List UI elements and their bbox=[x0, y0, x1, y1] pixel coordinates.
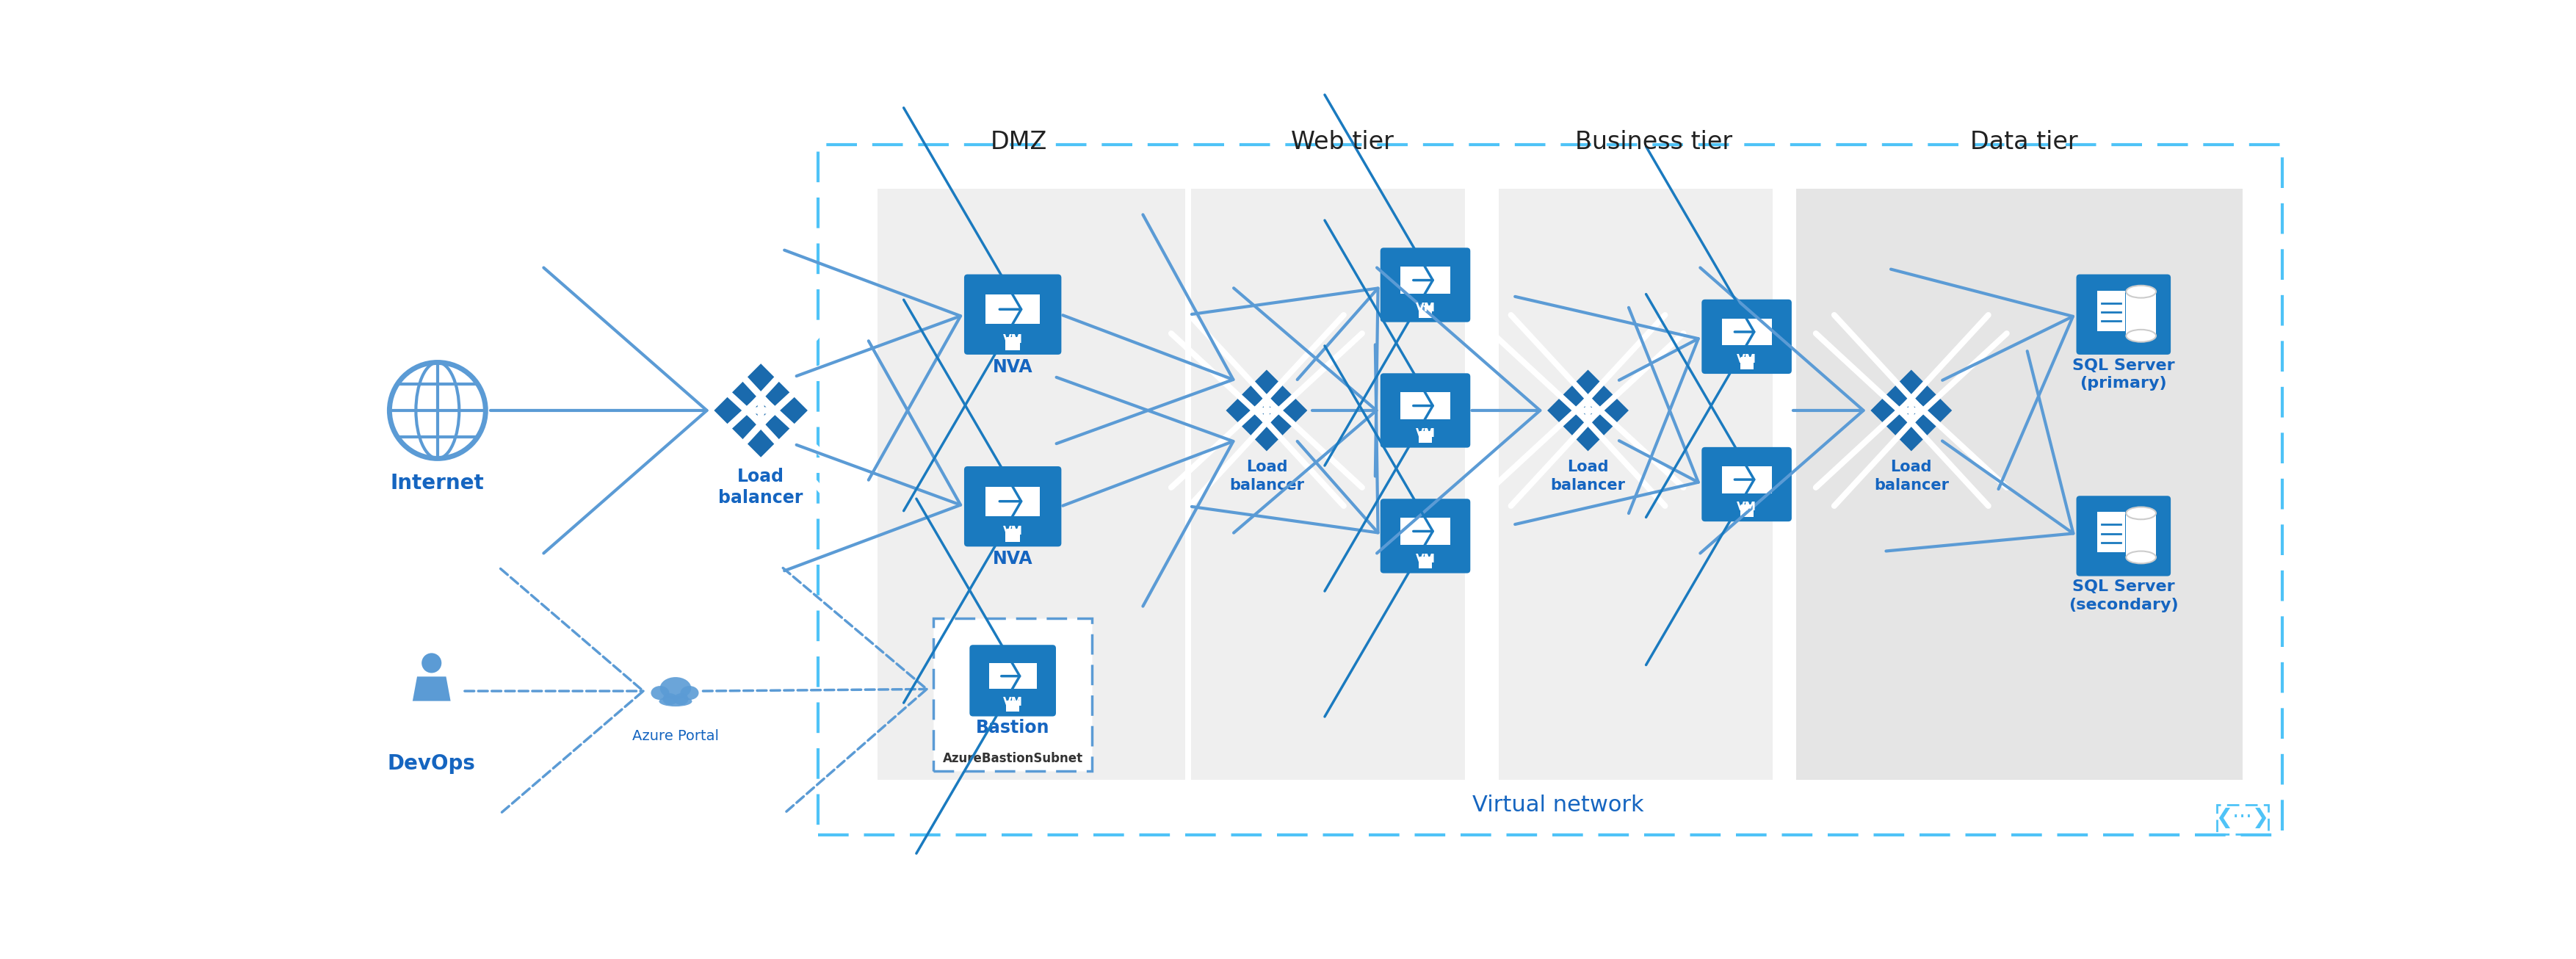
Bar bbox=[1721, 318, 1772, 345]
FancyBboxPatch shape bbox=[2076, 496, 2172, 576]
Bar bbox=[1401, 518, 1450, 545]
Text: Internet: Internet bbox=[392, 473, 484, 493]
Polygon shape bbox=[1584, 414, 1592, 424]
Text: NVA: NVA bbox=[992, 550, 1033, 568]
Circle shape bbox=[1584, 407, 1592, 414]
Ellipse shape bbox=[659, 677, 690, 699]
Text: VM: VM bbox=[1414, 302, 1435, 314]
Bar bbox=[1401, 392, 1450, 419]
Text: SQL Server
(secondary): SQL Server (secondary) bbox=[2069, 579, 2179, 613]
Text: AzureBastionSubnet: AzureBastionSubnet bbox=[943, 752, 1082, 765]
Polygon shape bbox=[757, 415, 765, 426]
FancyBboxPatch shape bbox=[963, 274, 1061, 355]
Text: VM: VM bbox=[1002, 697, 1023, 708]
Text: Load
balancer: Load balancer bbox=[719, 467, 804, 507]
Text: Bastion: Bastion bbox=[976, 718, 1048, 737]
Text: Virtual network: Virtual network bbox=[1473, 794, 1643, 816]
Text: DevOps: DevOps bbox=[386, 753, 477, 774]
Bar bbox=[1419, 431, 1432, 443]
Bar bbox=[1190, 189, 1466, 780]
Bar bbox=[987, 294, 1041, 324]
FancyBboxPatch shape bbox=[1381, 247, 1471, 322]
FancyBboxPatch shape bbox=[969, 644, 1056, 716]
Bar bbox=[1795, 189, 2244, 780]
Polygon shape bbox=[412, 677, 451, 701]
Bar bbox=[878, 189, 1185, 780]
FancyBboxPatch shape bbox=[2076, 274, 2172, 355]
Text: ❮···❯: ❮···❯ bbox=[2215, 807, 2269, 829]
Bar bbox=[987, 486, 1041, 516]
Bar bbox=[933, 619, 1092, 771]
Bar bbox=[1401, 267, 1450, 293]
FancyBboxPatch shape bbox=[963, 466, 1061, 547]
Bar bbox=[2218, 805, 2267, 834]
Ellipse shape bbox=[2125, 286, 2156, 298]
Ellipse shape bbox=[2125, 507, 2156, 520]
FancyBboxPatch shape bbox=[1381, 373, 1471, 448]
Polygon shape bbox=[714, 363, 809, 457]
Ellipse shape bbox=[680, 686, 698, 700]
FancyBboxPatch shape bbox=[1381, 499, 1471, 573]
Ellipse shape bbox=[659, 696, 693, 707]
Polygon shape bbox=[1226, 370, 1309, 451]
Circle shape bbox=[757, 406, 765, 415]
Text: VM: VM bbox=[1736, 354, 1757, 365]
Text: DMZ: DMZ bbox=[989, 130, 1046, 154]
Text: VM: VM bbox=[1414, 553, 1435, 565]
FancyBboxPatch shape bbox=[1703, 447, 1793, 522]
Circle shape bbox=[1906, 407, 1917, 414]
Bar bbox=[1739, 357, 1754, 369]
Bar bbox=[1739, 504, 1754, 517]
Text: Business tier: Business tier bbox=[1574, 130, 1731, 154]
Polygon shape bbox=[1870, 370, 1953, 451]
Bar bbox=[1499, 189, 1772, 780]
Text: VM: VM bbox=[1002, 334, 1023, 345]
Bar bbox=[819, 145, 2282, 835]
Text: VM: VM bbox=[1414, 428, 1435, 439]
Bar bbox=[2097, 512, 2125, 552]
Bar bbox=[1007, 700, 1020, 712]
Bar bbox=[1721, 466, 1772, 493]
Circle shape bbox=[422, 653, 440, 673]
Text: NVA: NVA bbox=[992, 358, 1033, 376]
FancyBboxPatch shape bbox=[1703, 299, 1793, 374]
Ellipse shape bbox=[675, 693, 688, 705]
Ellipse shape bbox=[652, 686, 670, 700]
Polygon shape bbox=[1265, 414, 1270, 424]
Text: Data tier: Data tier bbox=[1971, 130, 2079, 154]
Text: Load
balancer: Load balancer bbox=[1229, 459, 1303, 493]
Bar bbox=[1005, 337, 1020, 350]
Ellipse shape bbox=[2125, 330, 2156, 342]
Circle shape bbox=[1262, 407, 1270, 414]
Bar bbox=[1419, 305, 1432, 317]
Bar bbox=[2125, 292, 2156, 336]
Text: Web tier: Web tier bbox=[1291, 130, 1394, 154]
Text: SQL Server
(primary): SQL Server (primary) bbox=[2071, 358, 2174, 391]
Text: VM: VM bbox=[1002, 526, 1023, 537]
Bar bbox=[2097, 291, 2125, 331]
Bar bbox=[2125, 513, 2156, 557]
Bar bbox=[989, 663, 1036, 689]
Polygon shape bbox=[1548, 370, 1628, 451]
Text: Load
balancer: Load balancer bbox=[1873, 459, 1947, 493]
Ellipse shape bbox=[662, 693, 677, 705]
Ellipse shape bbox=[2125, 551, 2156, 564]
Text: Azure Portal: Azure Portal bbox=[631, 730, 719, 743]
Bar bbox=[1005, 528, 1020, 542]
Text: Load
balancer: Load balancer bbox=[1551, 459, 1625, 493]
Bar bbox=[1419, 556, 1432, 569]
Text: VM: VM bbox=[1736, 502, 1757, 513]
Polygon shape bbox=[1909, 414, 1914, 424]
